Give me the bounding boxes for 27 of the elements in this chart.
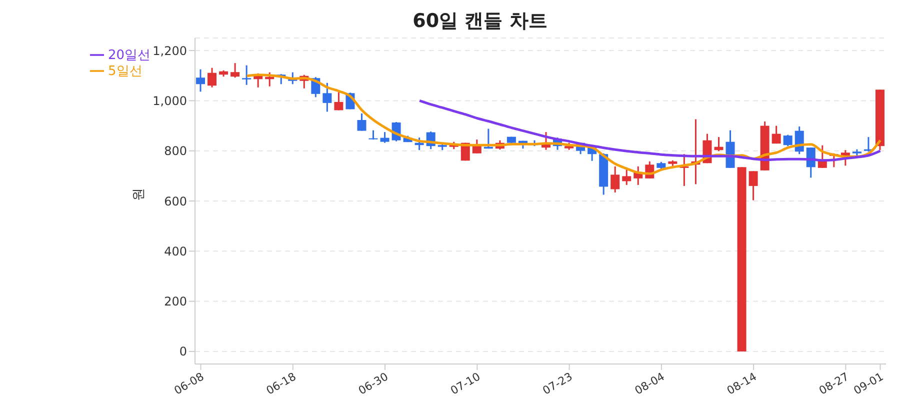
candlestick: [242, 64, 252, 86]
candlestick: [783, 134, 792, 147]
candlestick: [542, 131, 550, 151]
candlestick: [230, 62, 240, 78]
y-tick-label: 800: [164, 144, 187, 158]
y-tick-label: 200: [164, 294, 187, 309]
candlestick: [208, 67, 217, 88]
y-tick-label: 600: [164, 194, 187, 208]
candlestick: [772, 125, 781, 144]
candlestick: [748, 170, 758, 201]
legend-label: 20일선: [108, 48, 151, 63]
candlestick: [610, 166, 620, 194]
candlestick: [380, 131, 390, 144]
y-tick-label: 400: [164, 244, 187, 258]
candlestick: [357, 112, 366, 132]
candlestick: [622, 168, 632, 186]
candlestick: [322, 82, 332, 112]
candlestick: [714, 136, 724, 152]
chart-title: 60일 캔들 차트: [412, 9, 548, 34]
y-tick-label: 1,000: [152, 94, 187, 108]
y-axis-title: 원: [132, 188, 147, 201]
candlestick: [196, 68, 205, 92]
y-tick-label: 0: [179, 344, 187, 359]
legend-label: 5일선: [108, 64, 142, 79]
y-tick-label: 1,200: [152, 44, 187, 58]
candlestick: [368, 130, 378, 140]
candlestick: [334, 91, 344, 111]
